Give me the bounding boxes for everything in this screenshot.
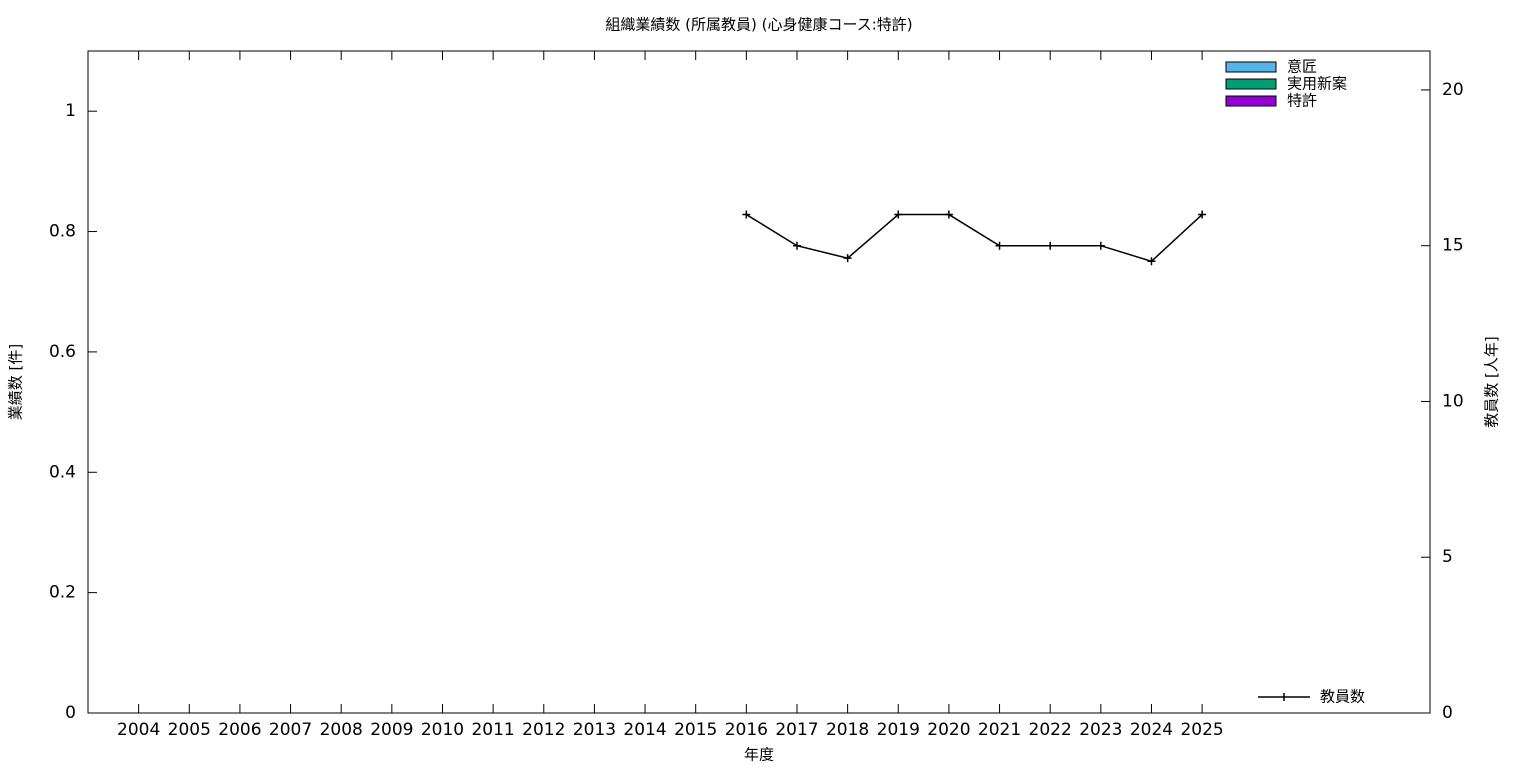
x-tick-label: 2004 xyxy=(117,720,160,740)
chart-title: 組織業績数 (所属教員) (心身健康コース:特許) xyxy=(605,16,912,34)
legend-swatch xyxy=(1225,61,1277,73)
y-tick-label: 0.8 xyxy=(49,222,76,242)
y2-tick-label: 15 xyxy=(1442,236,1464,256)
point-marker xyxy=(1096,241,1105,250)
y-tick-label: 0.2 xyxy=(49,583,76,603)
y-tick-label: 0.4 xyxy=(49,462,76,482)
x-tick-label: 2009 xyxy=(370,720,413,740)
y-tick-label: 1 xyxy=(65,101,76,121)
y-tick-label: 0 xyxy=(65,703,76,723)
x-tick-label: 2020 xyxy=(927,720,970,740)
point-marker xyxy=(995,241,1004,250)
y2-tick-label: 5 xyxy=(1442,547,1453,567)
point-marker xyxy=(894,210,903,219)
point-marker xyxy=(742,210,751,219)
x-tick-label: 2012 xyxy=(522,720,565,740)
line xyxy=(745,213,1203,263)
x-tick-label: 2008 xyxy=(320,720,363,740)
y2-tick-label: 10 xyxy=(1442,391,1464,411)
point-marker xyxy=(843,254,852,263)
x-tick-label: 2019 xyxy=(877,720,920,740)
legend-label: 特許 xyxy=(1287,92,1317,110)
x-tick-label: 2013 xyxy=(573,720,616,740)
x-tick-label: 2017 xyxy=(775,720,818,740)
x-tick-label: 2016 xyxy=(725,720,768,740)
x-tick-label: 2018 xyxy=(826,720,869,740)
y-axis-label: 業績数 [件] xyxy=(7,344,25,420)
legend-label: 意匠 xyxy=(1287,58,1317,76)
x-tick-label: 2007 xyxy=(269,720,312,740)
x-tick-label: 2005 xyxy=(168,720,211,740)
y-tick-label: 0.6 xyxy=(49,342,76,362)
x-tick-label: 2010 xyxy=(421,720,464,740)
point-marker xyxy=(792,241,801,250)
x-tick-label: 2025 xyxy=(1180,720,1223,740)
legend-swatch xyxy=(1225,95,1277,107)
x-axis-label: 年度 xyxy=(744,746,774,764)
y2-axis-label: 教員数 [人年] xyxy=(1483,336,1501,427)
x-tick-label: 2011 xyxy=(471,720,514,740)
y2-tick-label: 0 xyxy=(1442,703,1453,723)
legend-label: 教員数 xyxy=(1320,688,1365,706)
legend-label: 実用新案 xyxy=(1287,75,1347,93)
point-marker xyxy=(1198,210,1207,219)
x-tick-label: 2022 xyxy=(1029,720,1072,740)
point-marker xyxy=(1046,241,1055,250)
plot-frame xyxy=(87,50,1431,714)
x-tick-label: 2023 xyxy=(1079,720,1122,740)
legend-swatch xyxy=(1225,78,1277,90)
legend-line xyxy=(1258,693,1310,701)
x-tick-label: 2015 xyxy=(674,720,717,740)
y2-tick-label: 20 xyxy=(1442,80,1464,100)
x-tick-label: 2021 xyxy=(978,720,1021,740)
point-marker xyxy=(944,210,953,219)
point-marker xyxy=(1147,257,1156,266)
x-tick-label: 2024 xyxy=(1130,720,1173,740)
x-tick-label: 2014 xyxy=(623,720,666,740)
x-tick-label: 2006 xyxy=(218,720,261,740)
